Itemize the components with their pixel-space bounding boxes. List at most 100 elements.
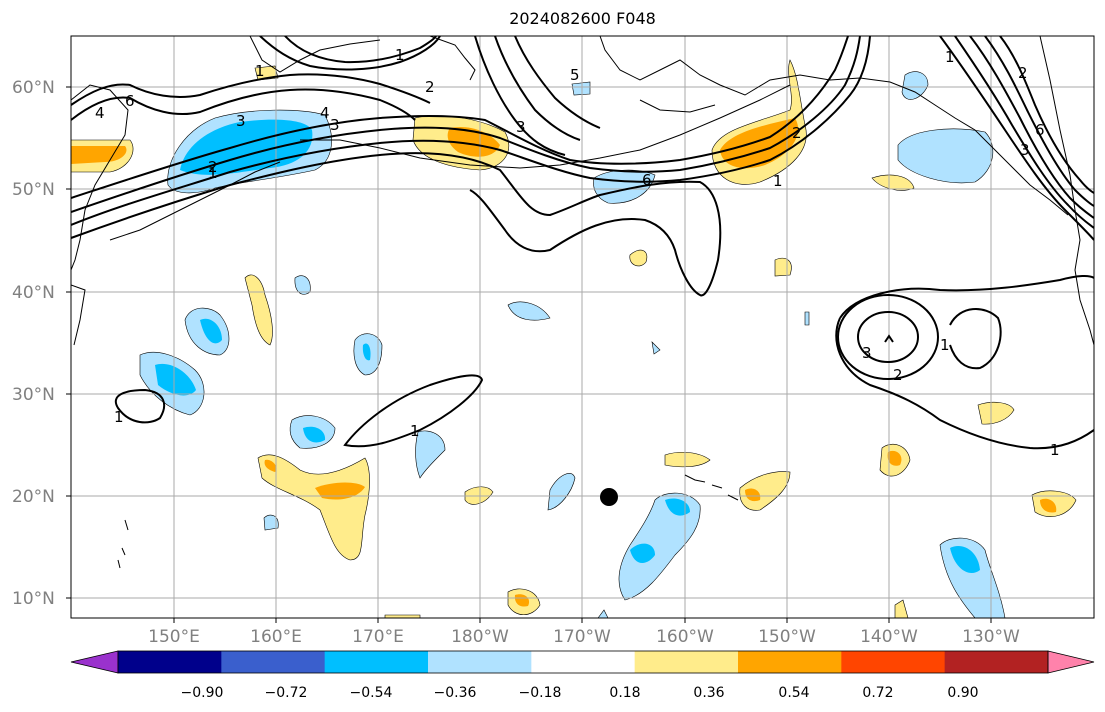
colorbar (70, 650, 1095, 674)
colorbar-extension-high (1047, 650, 1095, 674)
lat-label: 10°N (12, 589, 55, 609)
hawaii-islands (684, 474, 739, 501)
contour-label: 1 (114, 408, 124, 426)
longitude-labels: 150°E 160°E 170°E 180°W 170°W 160°W 150°… (148, 627, 1020, 647)
contour-line (969, 36, 1094, 219)
latitude-labels: 60°N 50°N 40°N 30°N 20°N 10°N (12, 78, 55, 609)
contour-label: 1 (945, 48, 955, 66)
colorbar-segment (634, 651, 739, 673)
colorbar-tick-label: 0.90 (947, 685, 978, 701)
contour-line (71, 152, 722, 297)
colorbar-extension-low (70, 650, 119, 674)
contour-line (494, 36, 581, 141)
colorbar-tick-labels: −0.90 −0.72 −0.54 −0.36 −0.18 0.18 0.36 … (181, 685, 979, 701)
contour-line (71, 88, 416, 121)
contour-layer (71, 36, 1094, 450)
lon-label: 170°W (553, 627, 611, 647)
contour-label: 2 (425, 78, 435, 96)
bristol-bay (639, 99, 716, 113)
contour-label: 6 (125, 92, 135, 110)
contour-labels: 1 2 3 4 5 6 1 2 3 4 6 1 2 3 1 1 6 1 2 3 … (95, 46, 1060, 459)
aleutian-islands (300, 84, 791, 169)
colorbar-tick-label: −0.72 (265, 685, 308, 701)
colorbar-tick-label: −0.36 (434, 685, 477, 701)
lon-label: 170°E (352, 627, 404, 647)
contour-line (474, 36, 566, 156)
contour-label: 2 (893, 366, 903, 384)
canada-coast (1039, 36, 1094, 346)
contour-line (954, 36, 1094, 229)
contour-label: 1 (1050, 441, 1060, 459)
alaska-south-coast (829, 77, 1069, 216)
lat-label: 20°N (12, 487, 55, 507)
contour-line (999, 36, 1094, 194)
colorbar-tick-label: 0.72 (862, 685, 893, 701)
contour-line (884, 334, 894, 343)
contour-label: 4 (95, 104, 105, 122)
colorbar-tick-label: 0.36 (693, 685, 724, 701)
colorbar-frame (117, 650, 1049, 674)
contour-line (71, 36, 849, 199)
colorbar-tick-label: 0.54 (778, 685, 809, 701)
contour-line (514, 36, 601, 129)
contour-label: 2 (792, 124, 802, 142)
lon-label: 160°E (250, 627, 302, 647)
gridlines (71, 36, 1094, 618)
colorbar-segment (221, 651, 326, 673)
contour-line (837, 294, 939, 380)
contour-label: 3 (236, 112, 246, 130)
lon-label: 150°W (758, 627, 816, 647)
siberia-coast (249, 36, 381, 73)
contour-label: 1 (208, 164, 218, 182)
map-title: 2024082600 F048 (509, 9, 656, 28)
contour-line (949, 307, 1002, 370)
lat-label: 40°N (12, 283, 55, 303)
contour-line (984, 36, 1094, 207)
contour-line (115, 388, 166, 424)
lon-label: 160°W (656, 627, 714, 647)
contour-label: 1 (940, 336, 950, 354)
contour-label: 3 (330, 116, 340, 134)
contour-label: 2 (208, 158, 218, 176)
colorbar-segment (841, 651, 946, 673)
contour-line (857, 311, 919, 363)
lon-label: 180°W (451, 627, 509, 647)
contour-label: 6 (642, 171, 652, 189)
contour-label: 1 (255, 62, 265, 80)
contour-label: 5 (570, 66, 580, 84)
colorbar-segment (531, 651, 636, 673)
contour-label: 3 (1020, 141, 1030, 159)
colorbar-tick-label: −0.18 (519, 685, 562, 701)
colorbar-segment (324, 651, 429, 673)
storm-center-dot (600, 488, 618, 506)
coastlines (71, 36, 1094, 569)
lat-label: 30°N (12, 385, 55, 405)
colorbar-segment (428, 651, 532, 673)
contour-line (343, 374, 484, 448)
japan-coast (71, 284, 86, 346)
contour-label: 4 (320, 104, 330, 122)
colorbar-segment (118, 651, 222, 673)
lat-label: 60°N (12, 78, 55, 98)
negative-anomaly-region (897, 128, 994, 184)
alaska-west-coast (599, 36, 831, 96)
lon-label: 150°E (148, 627, 200, 647)
lon-label: 140°W (860, 627, 918, 647)
lat-label: 50°N (12, 180, 55, 200)
contour-label: 3 (516, 118, 526, 136)
contour-line (71, 73, 431, 106)
colorbar-tick-label: −0.54 (350, 685, 393, 701)
contour-line (71, 36, 871, 226)
contour-line (839, 274, 1094, 319)
colorbar-segment (738, 651, 842, 673)
contour-label: 6 (1035, 121, 1045, 139)
contour-label: 3 (862, 344, 872, 362)
positive-anomaly-core (71, 146, 127, 164)
contour-line (259, 36, 441, 71)
contour-label: 1 (395, 46, 405, 64)
contour-label: 1 (410, 422, 420, 440)
contour-line (835, 317, 1094, 450)
contour-line (71, 36, 861, 213)
contour-line (284, 36, 437, 64)
